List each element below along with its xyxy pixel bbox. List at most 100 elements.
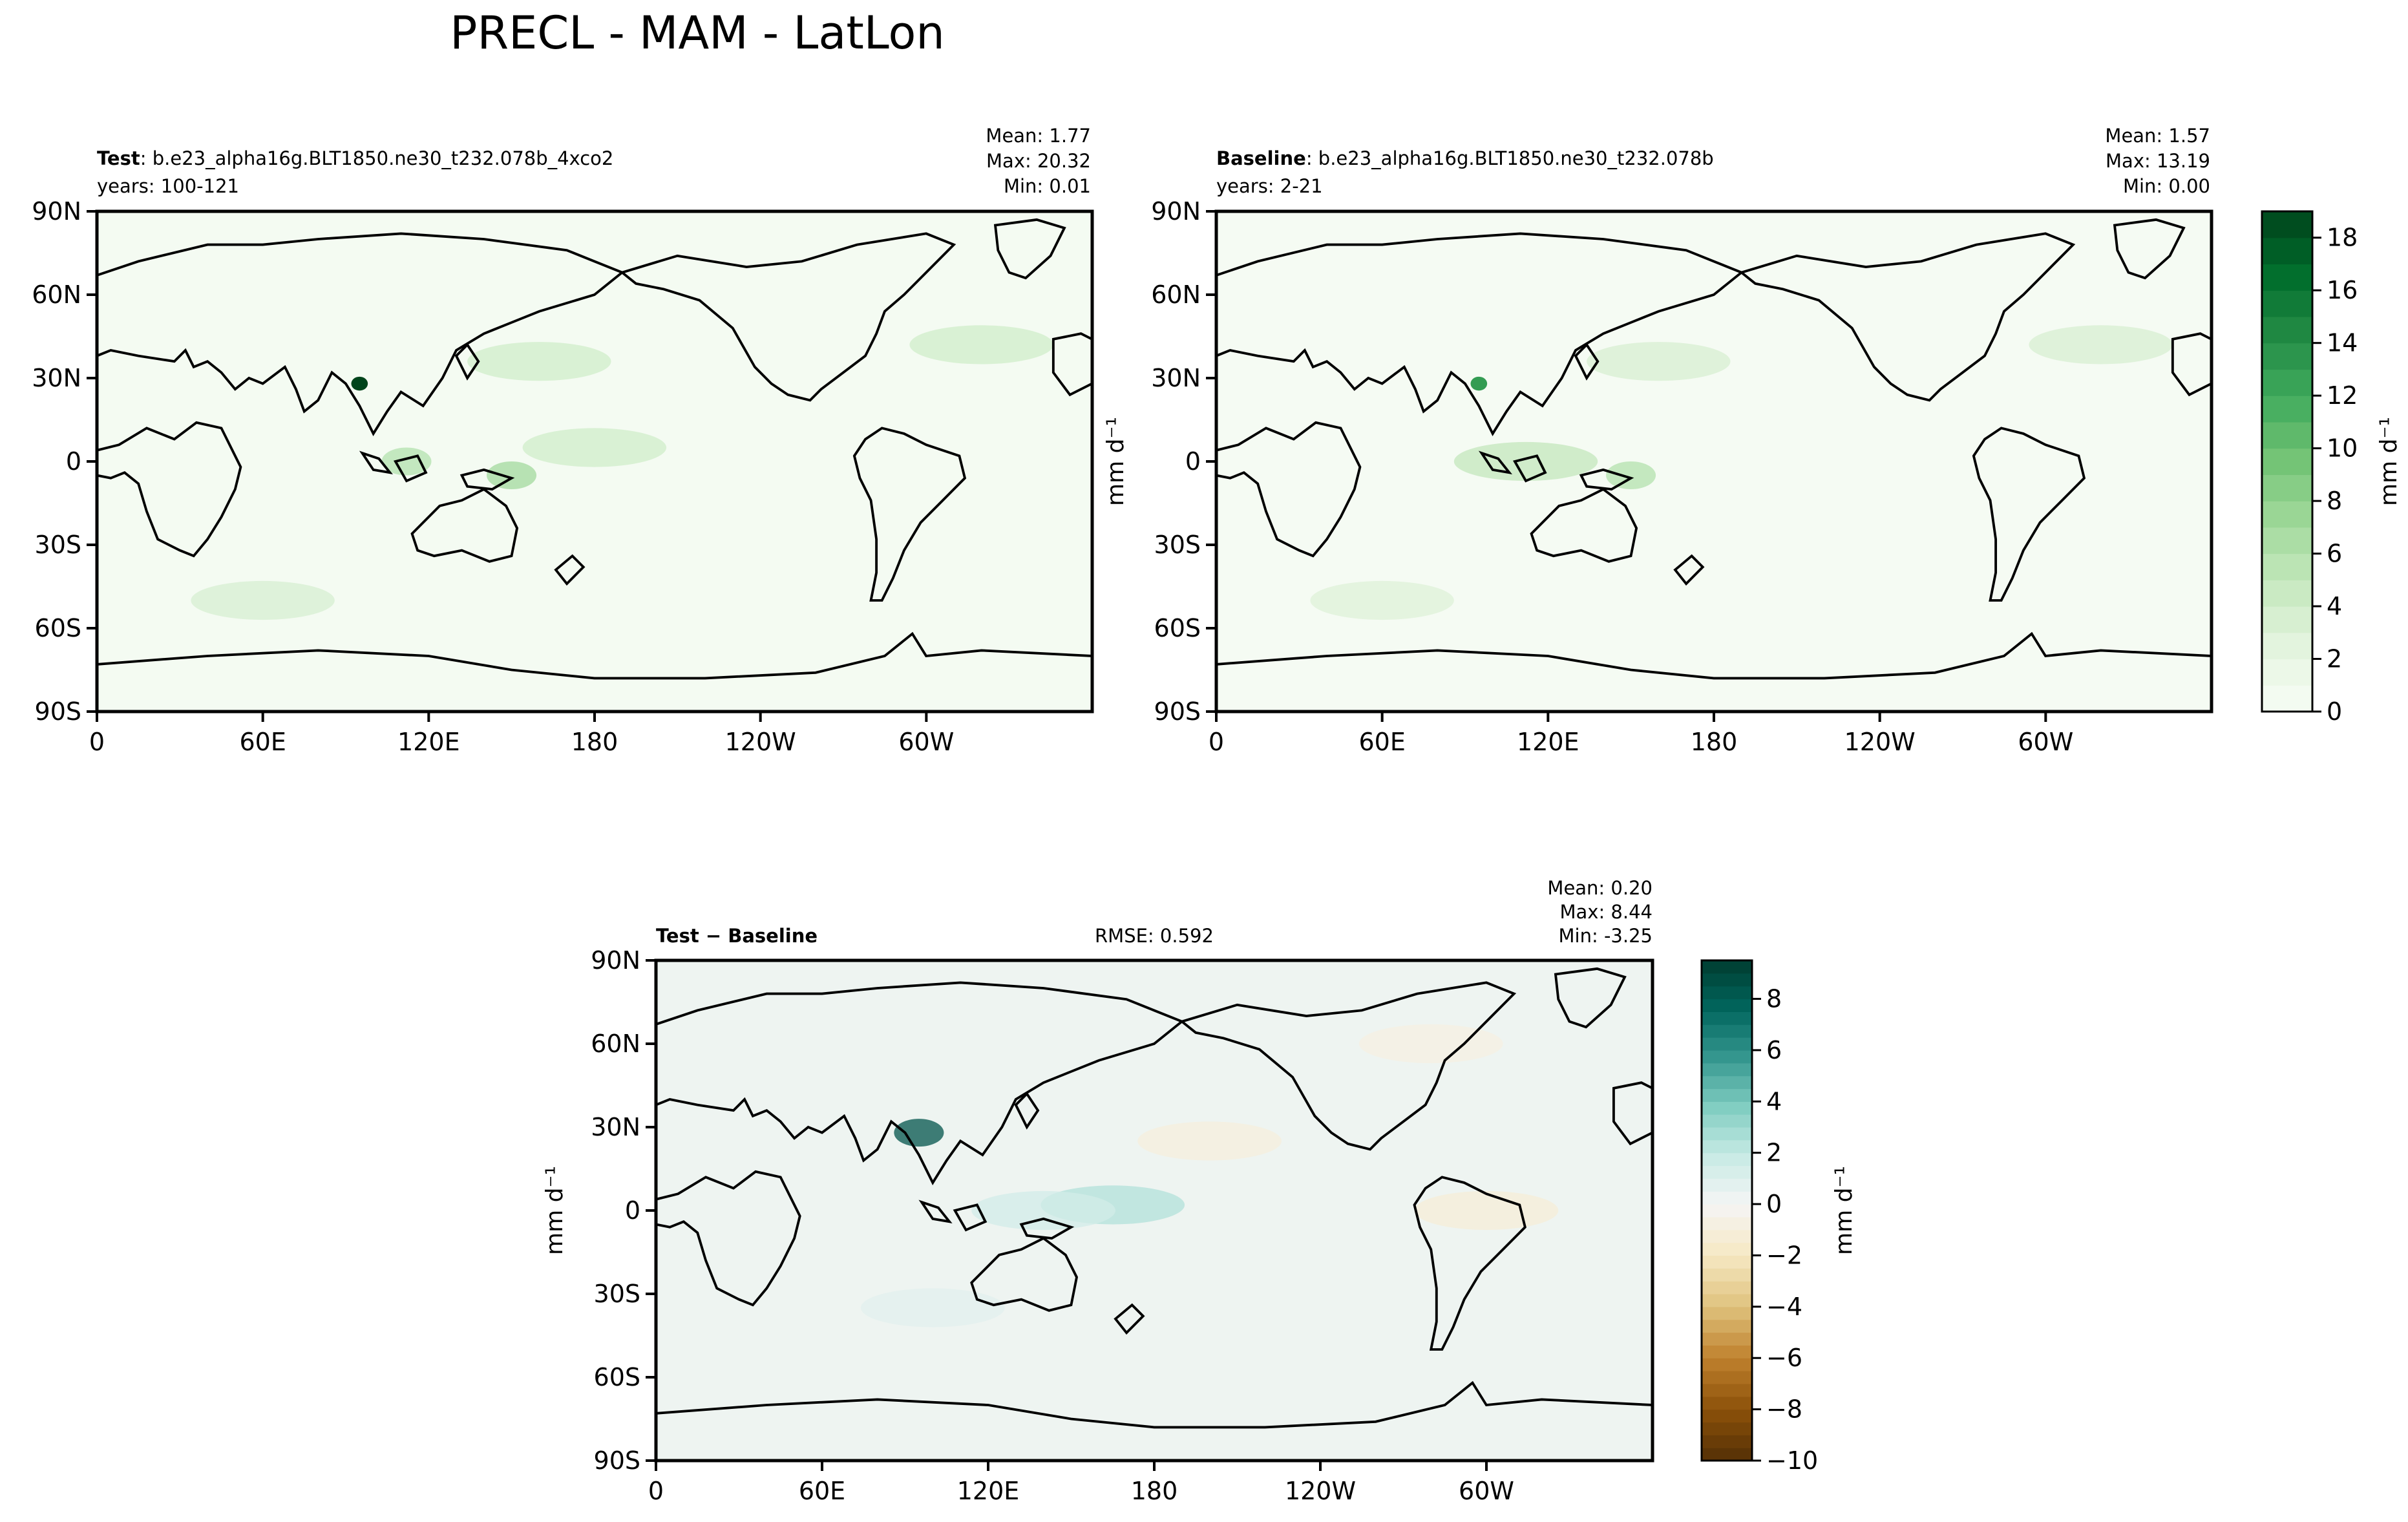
colorbar-level — [1702, 1114, 1752, 1128]
colorbar-level — [1702, 1383, 1752, 1397]
diff-panel: Test − Baseline RMSE: 0.592 Mean: 0.20 M… — [542, 877, 1654, 1505]
colorbar-level — [1702, 1011, 1752, 1025]
colorbar-level — [1702, 1037, 1752, 1051]
diff-mean: Mean: 0.20 — [1547, 877, 1653, 899]
test-label-case: : b.e23_alpha16g.BLT1850.ne30_t232.078b_… — [140, 147, 614, 169]
colorbar-tick-label: 8 — [2327, 487, 2342, 515]
field-feature-2 — [381, 447, 432, 476]
colorbar-level — [2262, 369, 2312, 396]
lon-tick-label: 120E — [1517, 728, 1579, 756]
lon-tick-label: 120W — [725, 728, 796, 756]
lon-tick-label: 120E — [957, 1477, 1020, 1505]
lon-tick-label: 180 — [1131, 1477, 1178, 1505]
lat-tick-label: 60N — [591, 1030, 640, 1058]
colorbar-level — [1702, 1088, 1752, 1102]
lat-tick-label: 90N — [1151, 197, 1201, 226]
colorbar-tick-label: 2 — [2327, 645, 2342, 673]
lat-tick-label: 30N — [32, 364, 81, 392]
field-feature-4 — [2029, 325, 2173, 365]
field-feature-2 — [1453, 441, 1598, 481]
colorbar-level — [2262, 659, 2312, 686]
diff-max: Max: 8.44 — [1559, 901, 1653, 923]
test-axes: 0 60E 120E 180 120W 60W 90N 60N 30N 0 30S 60S 90S — [32, 197, 954, 756]
colorbar-top-gradient — [2262, 211, 2312, 712]
colorbar-level — [1702, 1396, 1752, 1410]
colorbar-level — [2262, 527, 2312, 555]
lat-tick-label: 30S — [594, 1280, 640, 1308]
colorbar-diff-gradient — [1702, 960, 1752, 1461]
colorbar-level — [1702, 1448, 1752, 1461]
lat-tick-label: 30S — [35, 531, 81, 559]
colorbar-level — [1702, 1204, 1752, 1218]
colorbar-tick-label: 6 — [1766, 1036, 1782, 1064]
lat-tick-label: 30N — [591, 1113, 640, 1141]
lon-tick-label: 60E — [239, 728, 286, 756]
lon-tick-label: 0 — [648, 1477, 664, 1505]
colorbar-tick-label: 12 — [2327, 381, 2358, 410]
test-min: Min: 0.01 — [1004, 175, 1091, 197]
colorbar-level — [2262, 316, 2312, 344]
test-map — [95, 209, 1094, 713]
field-feature-0 — [894, 1119, 944, 1147]
field-feature-6 — [860, 1288, 1005, 1327]
lat-tick-label: 0 — [66, 447, 81, 476]
colorbar-level — [1702, 1127, 1752, 1141]
test-precip-field — [191, 325, 1053, 620]
lat-tick-label: 0 — [625, 1196, 640, 1225]
baseline-axes: 0 60E 120E 180 120W 60W 90N 60N 30N 0 30S 60S 90S — [1151, 197, 2073, 756]
colorbar-level — [1702, 973, 1752, 987]
colorbar-level — [2262, 580, 2312, 607]
colorbar-level — [1702, 1358, 1752, 1371]
lat-tick-label: 90S — [594, 1446, 640, 1475]
field-feature-1 — [487, 461, 537, 489]
colorbar-level — [2262, 632, 2312, 660]
colorbar-tick-label: −2 — [1766, 1241, 1802, 1269]
colorbar-tick-label: 10 — [2327, 434, 2358, 463]
colorbar-level — [2262, 448, 2312, 475]
baseline-min: Min: 0.00 — [2123, 175, 2210, 197]
lat-tick-label: 30S — [1154, 531, 1201, 559]
colorbar-level — [2262, 553, 2312, 580]
colorbar-level — [1702, 1319, 1752, 1333]
colorbar-level — [2262, 421, 2312, 449]
colorbar-tick-label: 16 — [2327, 276, 2358, 304]
colorbar-level — [1702, 1139, 1752, 1154]
colorbar-level — [2262, 685, 2312, 712]
diff-map — [654, 958, 1654, 1463]
colorbar-tick-label: −10 — [1766, 1446, 1818, 1475]
colorbar-level — [1702, 1101, 1752, 1115]
lat-tick-label: 60N — [1151, 280, 1201, 309]
colorbar-level — [1702, 1152, 1752, 1167]
colorbar-top-frame — [2261, 210, 2314, 713]
test-max: Max: 20.32 — [986, 150, 1091, 172]
colorbar-tick-label: −8 — [1766, 1395, 1802, 1424]
colorbar-level — [2262, 343, 2312, 370]
field-feature-3 — [467, 342, 611, 381]
lat-tick-label: 90S — [35, 697, 81, 726]
lon-tick-label: 0 — [89, 728, 105, 756]
lon-tick-label: 180 — [571, 728, 618, 756]
colorbar-tick-label: 4 — [1766, 1087, 1782, 1115]
baseline-ylabel: mm d⁻¹ — [1103, 417, 1129, 506]
colorbar-tick-label: 6 — [2327, 540, 2342, 568]
colorbar-level — [1702, 1242, 1752, 1256]
diff-rmse: RMSE: 0.592 — [1095, 925, 1214, 947]
colorbar-level — [2262, 474, 2312, 502]
colorbar-tick-label: 2 — [1766, 1139, 1782, 1167]
diff-label: Test − Baseline — [656, 925, 818, 947]
colorbar-diff-label: mm d⁻¹ — [1831, 1166, 1857, 1255]
lon-tick-label: 180 — [1691, 728, 1738, 756]
baseline-label-bold: Baseline — [1216, 147, 1306, 169]
lat-tick-label: 30N — [1151, 364, 1201, 392]
baseline-ocean-background — [1216, 211, 2212, 712]
colorbar-tick-label: 4 — [2327, 592, 2342, 620]
lat-tick-label: 90S — [1154, 697, 1201, 726]
field-feature-1 — [1606, 461, 1656, 489]
lon-tick-label: 60W — [898, 728, 954, 756]
colorbar-level — [1702, 1216, 1752, 1231]
lon-tick-label: 120E — [397, 728, 460, 756]
diff-min: Min: -3.25 — [1559, 925, 1653, 947]
colorbar-level — [2262, 396, 2312, 423]
colorbar-level — [1702, 999, 1752, 1012]
colorbar-level — [2262, 606, 2312, 633]
